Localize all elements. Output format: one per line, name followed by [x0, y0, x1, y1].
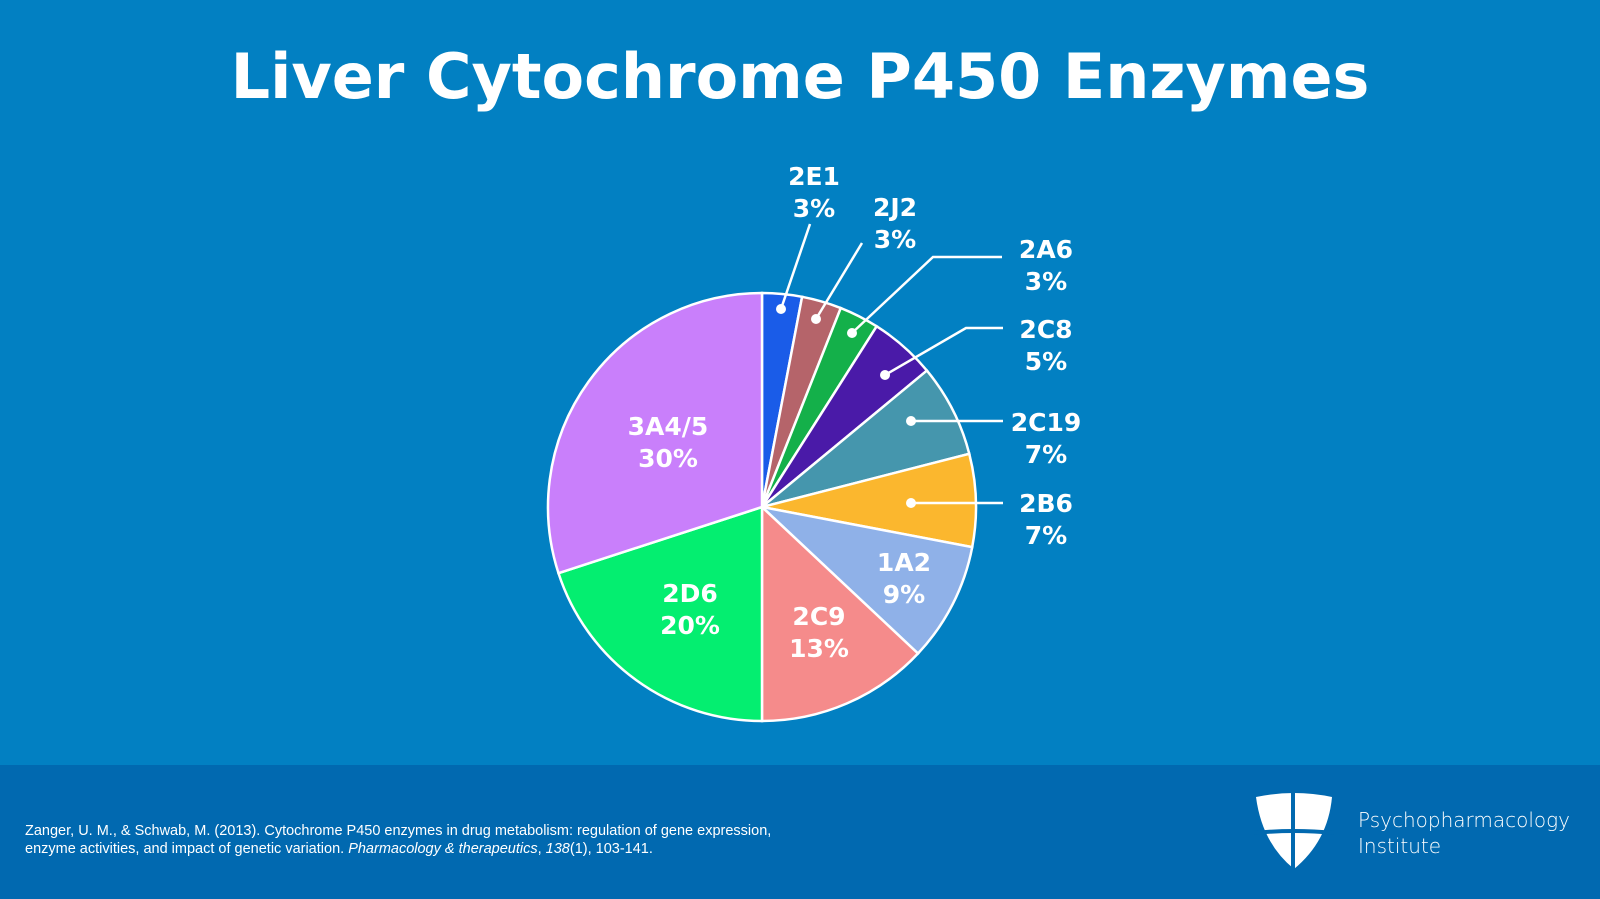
pie-slice-1A2 — [758, 504, 974, 656]
slice-value-label: 9% — [883, 580, 925, 609]
slice-label: 2A6 — [1019, 235, 1073, 264]
pie-slice-2C9 — [760, 504, 920, 723]
slice-value-label: 7% — [1025, 440, 1067, 469]
slice-value-label: 3% — [874, 225, 916, 254]
leader-dot-2C8 — [880, 370, 890, 380]
leader-dot-2B6 — [906, 498, 916, 508]
citation-sep: , — [537, 841, 546, 857]
slice-value-label: 20% — [660, 611, 720, 640]
leader-dot-2A6 — [847, 328, 857, 338]
citation-line-1: Zanger, U. M., & Schwab, M. (2013). Cyto… — [25, 823, 772, 839]
org-name-line-2: Institute — [1358, 834, 1442, 858]
slice-label: 2J2 — [873, 193, 917, 222]
leader-line-2A6 — [851, 255, 1002, 334]
org-name: Psychopharmacology Institute — [1358, 807, 1570, 859]
slice-label: 2C9 — [792, 602, 845, 631]
footer: Zanger, U. M., & Schwab, M. (2013). Cyto… — [0, 765, 1600, 899]
slice-label: 2E1 — [788, 162, 840, 191]
citation-text: enzyme activities, and impact of genetic… — [25, 841, 349, 857]
pie-slice-3A4-5 — [546, 291, 764, 575]
slice-value-label: 5% — [1025, 347, 1067, 376]
slice-label: 2C19 — [1011, 408, 1082, 437]
shield-cross-icon — [1254, 793, 1334, 871]
chart-title: Liver Cytochrome P450 Enzymes — [230, 40, 1370, 113]
leader-line-2E1 — [779, 223, 812, 310]
citation-volume: 138 — [545, 841, 570, 857]
pie-chart: 2E1 3% 2J2 3% 2A6 3% 2C8 5% 2C19 7% 2B6 7% 1A2 9% 2C9 1… — [546, 162, 1082, 723]
leader-dot-2C19 — [906, 416, 916, 426]
pie-slice-2D6 — [556, 505, 764, 723]
slice-label: 2B6 — [1019, 489, 1073, 518]
citation-line-2: enzyme activities, and impact of genetic… — [25, 840, 771, 858]
citation-journal: Pharmacology & therapeutics — [348, 841, 538, 857]
slice-label: 2C8 — [1019, 315, 1072, 344]
slice-label: 1A2 — [877, 548, 931, 577]
leader-line-2J2 — [814, 242, 864, 320]
leader-line-2C8 — [884, 326, 1003, 377]
citation-pages: (1), 103-141. — [569, 841, 653, 857]
citation: Zanger, U. M., & Schwab, M. (2013). Cyto… — [25, 822, 771, 858]
slice-value-label: 3% — [1025, 267, 1067, 296]
leader-dot-2E1 — [776, 304, 786, 314]
leader-dot-2J2 — [811, 314, 821, 324]
slice-label: 3A4/5 — [628, 412, 709, 441]
org-name-line-1: Psychopharmacology — [1358, 808, 1570, 832]
slice-value-label: 30% — [638, 444, 698, 473]
slice-label: 2D6 — [662, 579, 718, 608]
slice-value-label: 7% — [1025, 521, 1067, 550]
slice-value-label: 3% — [793, 194, 835, 223]
slice-value-label: 13% — [789, 634, 849, 663]
